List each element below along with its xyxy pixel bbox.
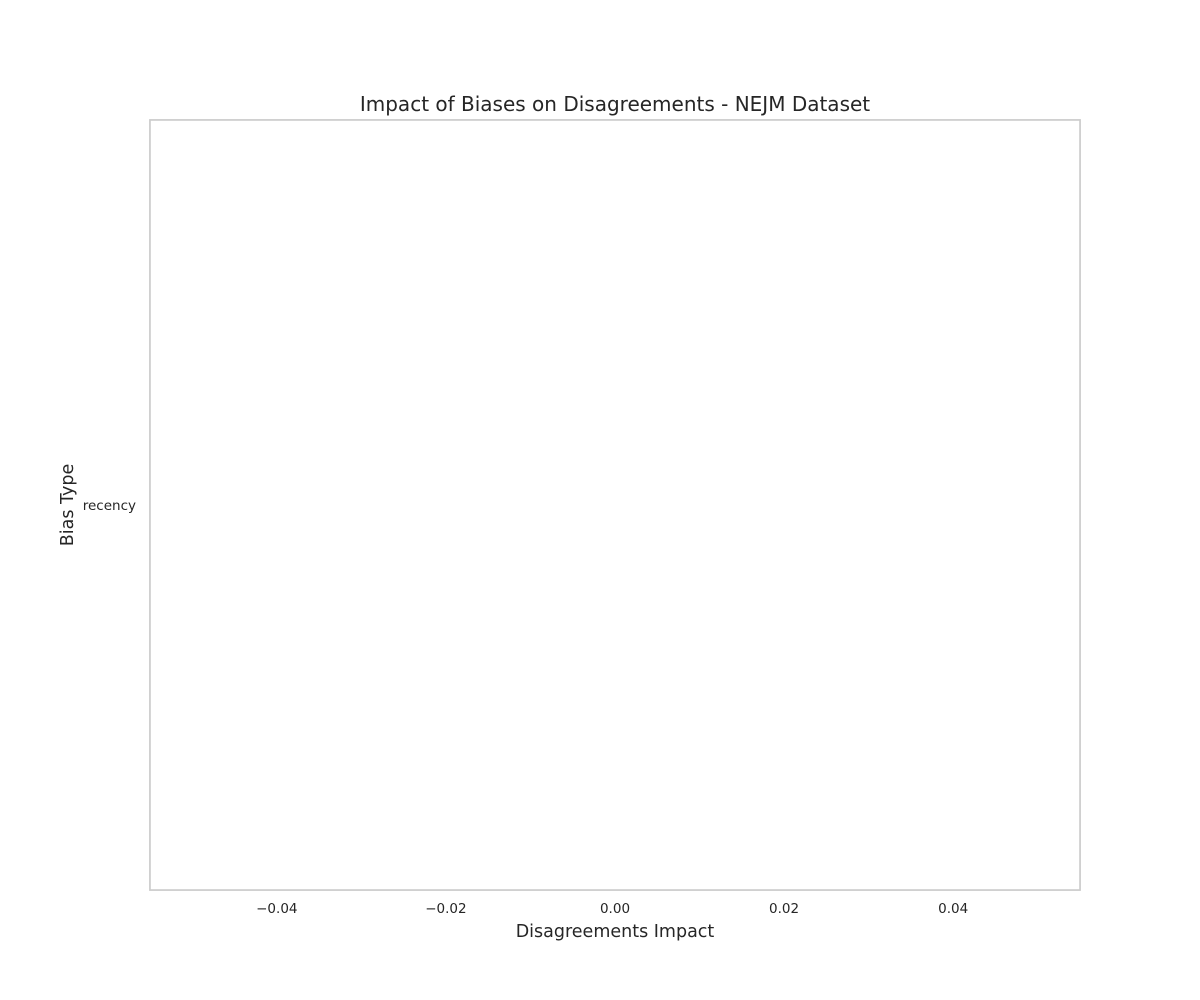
- y-axis-label: Bias Type: [58, 464, 78, 546]
- x-axis-label: Disagreements Impact: [516, 922, 715, 942]
- x-tick-labels: −0.04 −0.02 0.00 0.02 0.04: [256, 901, 968, 917]
- y-tick-label: recency: [83, 498, 136, 514]
- chart-title: Impact of Biases on Disagreements - NEJM…: [360, 92, 870, 116]
- x-tick-label: 0.02: [769, 901, 799, 917]
- x-tick-label: 0.04: [938, 901, 968, 917]
- x-tick-label: −0.02: [425, 901, 466, 917]
- plot-frame-outline: [149, 119, 1081, 891]
- y-tick-labels: recency: [83, 498, 136, 514]
- x-tick-label: 0.00: [600, 901, 630, 917]
- x-tick-label: −0.04: [256, 901, 297, 917]
